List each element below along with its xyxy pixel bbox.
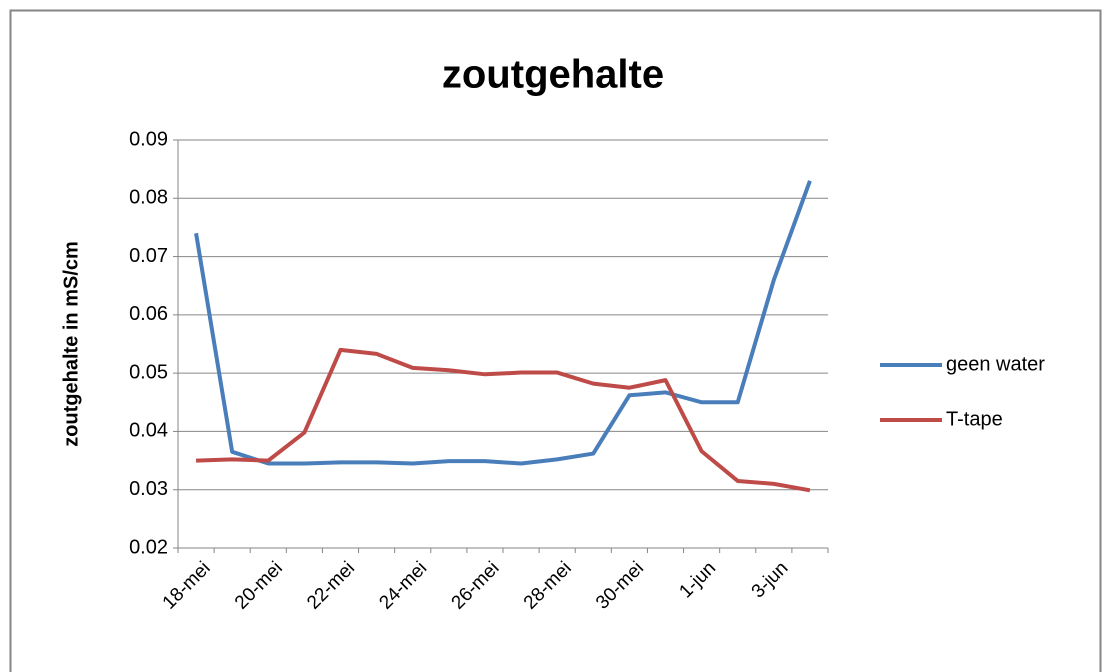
y-tick-label: 0.08 bbox=[129, 187, 168, 209]
line-series bbox=[194, 180, 812, 466]
y-tick-label: 0.06 bbox=[129, 303, 168, 325]
line-series bbox=[195, 347, 811, 493]
y-tick-label: 0.05 bbox=[129, 361, 168, 383]
chart-frame bbox=[9, 9, 1102, 672]
y-tick-label: 0.03 bbox=[129, 478, 168, 500]
y-axis-label: zoutgehalte in mS/cm bbox=[60, 241, 82, 447]
y-tick-label: 0.02 bbox=[129, 536, 168, 558]
legend-label: T-tape bbox=[946, 408, 1003, 430]
chart-title: zoutgehalte bbox=[442, 53, 664, 97]
y-tick-label: 0.04 bbox=[129, 420, 168, 442]
y-tick-label: 0.09 bbox=[129, 128, 168, 150]
legend-label: geen water bbox=[946, 353, 1045, 375]
y-tick-label: 0.07 bbox=[129, 245, 168, 267]
